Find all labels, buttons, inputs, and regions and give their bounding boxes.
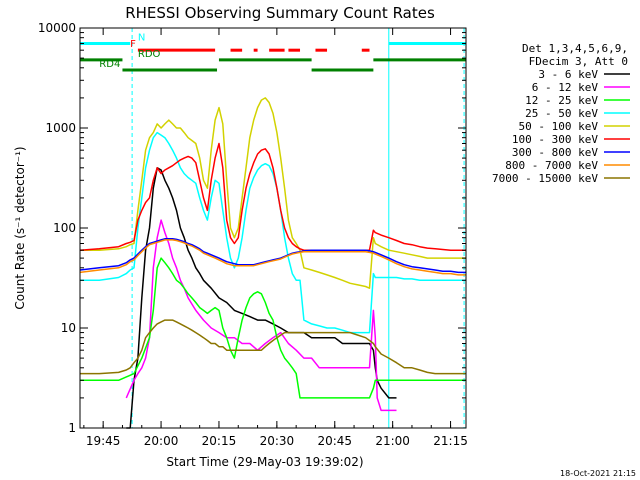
series-line-12-25-kev bbox=[80, 257, 466, 399]
series-line-800-7000-kev bbox=[79, 239, 466, 276]
legend-entry-label: 800 - 7000 keV bbox=[505, 159, 598, 172]
x-tick-label: 21:00 bbox=[375, 434, 410, 448]
x-tick-label: 20:15 bbox=[202, 434, 237, 448]
legend-entry-label: 7000 - 15000 keV bbox=[492, 172, 598, 185]
legend-entry-label: 50 - 100 keV bbox=[519, 120, 599, 133]
series-line-7000-15000-kev bbox=[80, 319, 466, 375]
y-axis-label: Count Rate (s⁻¹ detector⁻¹) bbox=[13, 146, 27, 309]
chart-title: RHESSI Observing Summary Count Rates bbox=[125, 4, 435, 22]
x-tick-label: 19:45 bbox=[86, 434, 121, 448]
series-line-3-6-kev bbox=[126, 167, 397, 429]
legend-header-line: Det 1,3,4,5,6,9, bbox=[522, 42, 628, 55]
marker-label-rd4: RD4 bbox=[99, 59, 120, 70]
x-tick-label: 20:00 bbox=[144, 434, 179, 448]
legend-header-line: FDecim 3, Att 0 bbox=[529, 55, 628, 68]
marker-label-n: N bbox=[138, 32, 145, 43]
y-tick-label: 1000 bbox=[45, 121, 76, 135]
legend-entry-label: 6 - 12 keV bbox=[532, 81, 599, 94]
series-line-25-50-kev bbox=[80, 131, 466, 334]
y-tick-label: 10 bbox=[61, 321, 76, 335]
legend-entry-label: 100 - 300 keV bbox=[512, 133, 598, 146]
legend: Det 1,3,4,5,6,9,FDecim 3, Att 03 - 6 keV… bbox=[492, 42, 630, 185]
legend-entry-label: 3 - 6 keV bbox=[538, 68, 598, 81]
series-line-300-800-kev bbox=[79, 238, 466, 274]
series-line-6-12-kev bbox=[125, 219, 397, 412]
marker-label-f: F bbox=[130, 39, 136, 50]
x-tick-label: 20:45 bbox=[317, 434, 352, 448]
legend-entry-label: 12 - 25 keV bbox=[525, 94, 598, 107]
y-tick-label: 1 bbox=[68, 421, 76, 435]
legend-entry-label: 25 - 50 keV bbox=[525, 107, 598, 120]
x-axis-label: Start Time (29-May-03 19:39:02) bbox=[166, 455, 363, 469]
footer-date: 18-Oct-2021 21:15 bbox=[560, 469, 636, 478]
series-line-50-100-kev bbox=[80, 97, 466, 289]
marker-label-rdo: RDO bbox=[138, 49, 161, 60]
legend-entry-label: 300 - 800 keV bbox=[512, 146, 598, 159]
y-tick-label: 10000 bbox=[38, 21, 76, 35]
x-tick-label: 20:30 bbox=[260, 434, 295, 448]
x-tick-label: 21:15 bbox=[433, 434, 468, 448]
series-line-100-300-kev bbox=[79, 142, 466, 251]
y-tick-label: 100 bbox=[53, 221, 76, 235]
